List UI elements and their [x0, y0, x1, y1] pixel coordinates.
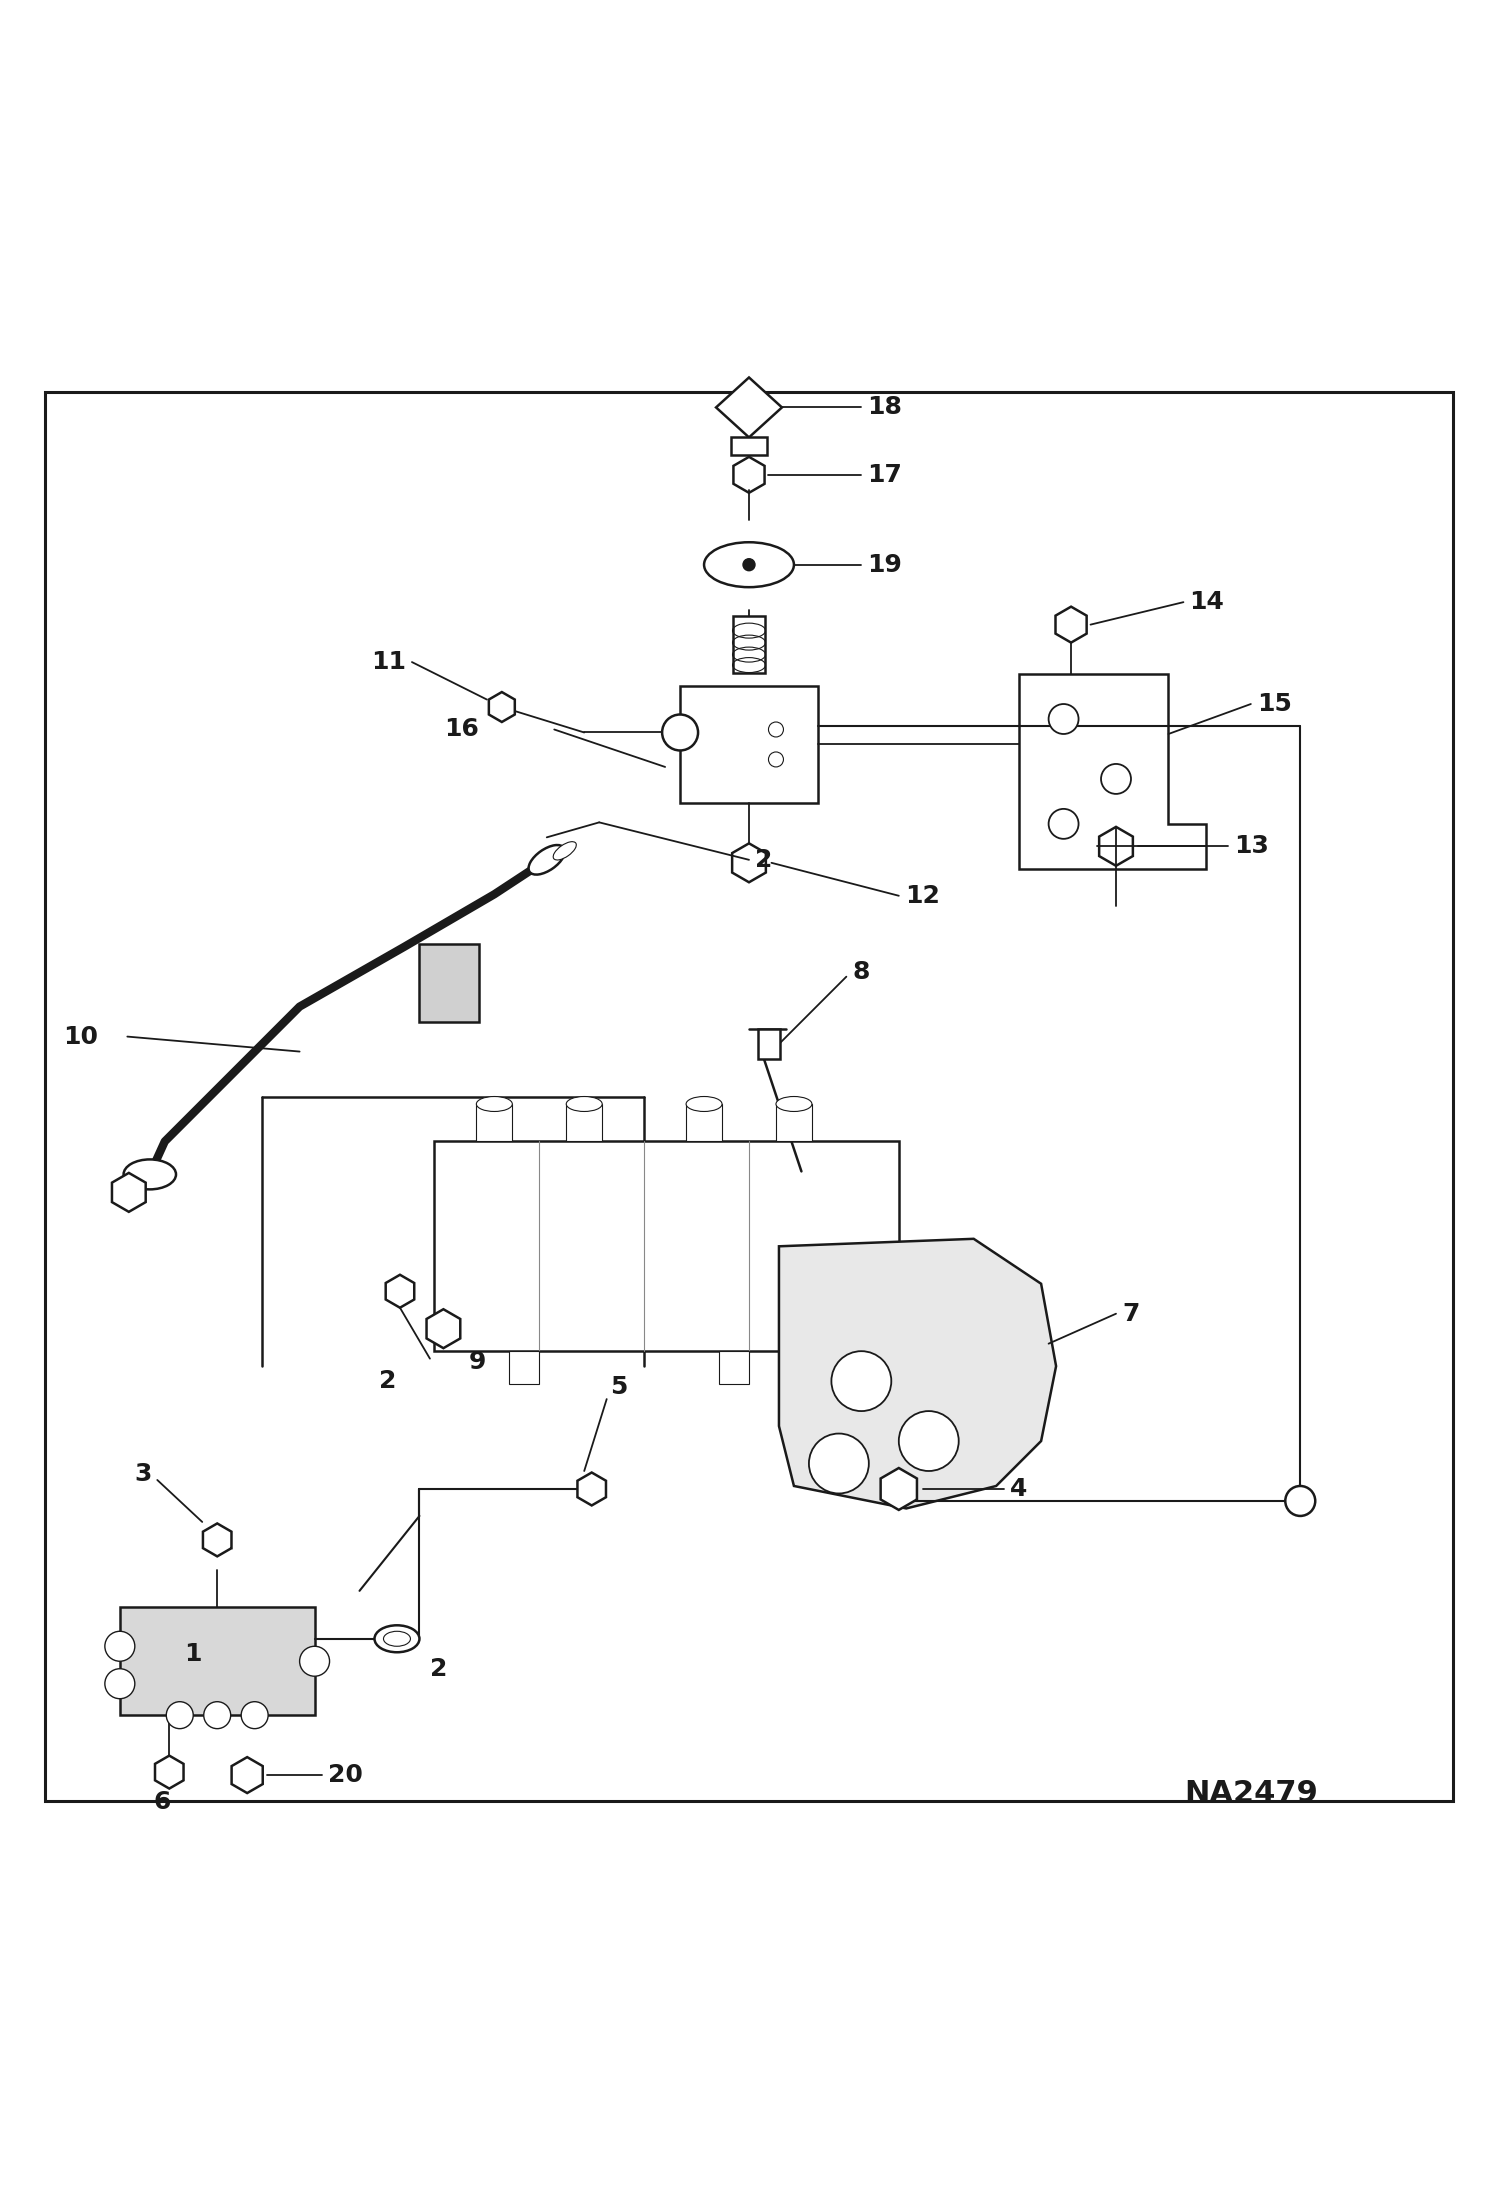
Circle shape — [899, 1410, 959, 1472]
Text: 17: 17 — [867, 463, 902, 487]
Polygon shape — [154, 1757, 184, 1789]
Circle shape — [1049, 809, 1079, 840]
Bar — [719, 1351, 749, 1384]
Circle shape — [204, 1702, 231, 1728]
Circle shape — [300, 1647, 330, 1675]
Ellipse shape — [686, 1096, 722, 1112]
Text: 12: 12 — [905, 884, 939, 908]
Polygon shape — [716, 377, 782, 436]
Circle shape — [662, 715, 698, 750]
Bar — [680, 686, 818, 803]
Polygon shape — [427, 1309, 460, 1349]
Circle shape — [768, 721, 783, 737]
Circle shape — [1101, 763, 1131, 794]
Text: 2: 2 — [379, 1368, 397, 1393]
Bar — [419, 943, 479, 1022]
Polygon shape — [1100, 827, 1132, 866]
Polygon shape — [488, 693, 515, 721]
Circle shape — [166, 1702, 193, 1728]
Circle shape — [105, 1669, 135, 1700]
Text: 18: 18 — [867, 395, 902, 419]
Bar — [758, 1029, 780, 1059]
Text: 1: 1 — [184, 1643, 202, 1667]
Polygon shape — [385, 1274, 415, 1307]
Bar — [509, 1351, 539, 1384]
Bar — [566, 1103, 602, 1140]
Text: 14: 14 — [1189, 590, 1224, 614]
Polygon shape — [733, 844, 765, 882]
Polygon shape — [202, 1524, 232, 1557]
Bar — [434, 1140, 899, 1351]
Ellipse shape — [476, 1096, 512, 1112]
Bar — [476, 1103, 512, 1140]
Polygon shape — [881, 1467, 917, 1511]
Bar — [120, 1607, 315, 1715]
Bar — [731, 436, 767, 456]
Ellipse shape — [566, 1096, 602, 1112]
Ellipse shape — [529, 844, 565, 875]
Ellipse shape — [553, 842, 577, 860]
Ellipse shape — [374, 1625, 419, 1651]
Polygon shape — [1019, 673, 1206, 868]
Polygon shape — [779, 1239, 1056, 1509]
Text: 13: 13 — [1234, 833, 1269, 857]
Text: 9: 9 — [469, 1349, 487, 1373]
Polygon shape — [1056, 607, 1086, 643]
Text: 3: 3 — [133, 1463, 151, 1487]
Ellipse shape — [123, 1160, 177, 1189]
Text: NA2479: NA2479 — [1185, 1779, 1318, 1807]
Circle shape — [809, 1434, 869, 1493]
Text: 16: 16 — [445, 717, 479, 741]
Text: 2: 2 — [430, 1656, 448, 1680]
Text: 4: 4 — [1010, 1476, 1028, 1500]
Polygon shape — [112, 1173, 145, 1213]
Ellipse shape — [776, 1096, 812, 1112]
Text: 5: 5 — [610, 1375, 628, 1399]
Ellipse shape — [383, 1632, 410, 1647]
Text: 15: 15 — [1257, 693, 1291, 717]
Text: 7: 7 — [1122, 1303, 1140, 1327]
Circle shape — [743, 559, 755, 570]
Circle shape — [1049, 704, 1079, 735]
Text: 20: 20 — [328, 1763, 363, 1787]
Text: 11: 11 — [372, 649, 406, 673]
Polygon shape — [734, 456, 764, 493]
Circle shape — [105, 1632, 135, 1662]
Circle shape — [1285, 1487, 1315, 1515]
Bar — [776, 1103, 812, 1140]
Circle shape — [831, 1351, 891, 1410]
Polygon shape — [232, 1757, 262, 1794]
Polygon shape — [577, 1472, 607, 1504]
Text: 10: 10 — [63, 1024, 97, 1048]
Circle shape — [241, 1702, 268, 1728]
Text: 6: 6 — [153, 1789, 171, 1814]
Text: 19: 19 — [867, 553, 902, 577]
Circle shape — [768, 752, 783, 768]
Bar — [733, 616, 765, 673]
Text: 2: 2 — [755, 849, 773, 873]
Ellipse shape — [704, 542, 794, 588]
Bar — [686, 1103, 722, 1140]
Text: 8: 8 — [852, 961, 870, 985]
